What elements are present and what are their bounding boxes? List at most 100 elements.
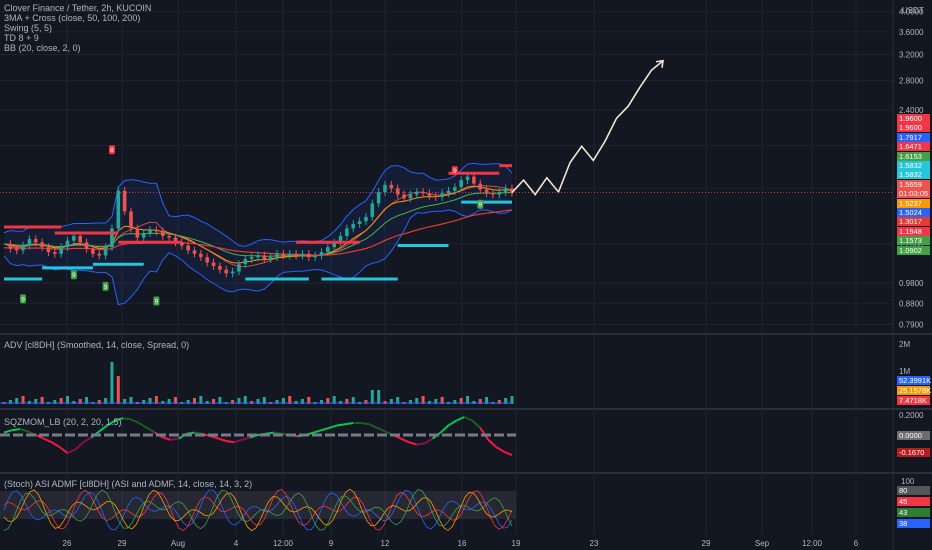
td-marker-label: 9 [72, 272, 76, 279]
candle-body [160, 231, 165, 237]
adv-bar [123, 399, 127, 404]
candle-body [116, 190, 121, 229]
sqz-line-segment [162, 436, 171, 441]
sqz-line-segment [114, 417, 124, 422]
td-marker [20, 294, 27, 304]
adv-bar [262, 397, 266, 404]
candle-body [351, 224, 356, 229]
sqz-line-segment [456, 416, 465, 422]
candle-body [434, 195, 438, 198]
adv-value-tag: 7.4718K [897, 396, 930, 405]
adv-bar [173, 397, 177, 404]
adv-bar [320, 400, 323, 404]
adv-bar [142, 400, 146, 404]
candle-body [300, 253, 305, 256]
candle-body [103, 247, 108, 256]
td-marker-label: 9 [453, 168, 457, 175]
adv-indicator-label[interactable]: ADV [cl8DH] (Smoothed, 14, close, Spread… [4, 340, 190, 350]
x-tick-label: 12:00 [802, 539, 823, 548]
candle-body [440, 193, 444, 198]
candle-body [154, 229, 159, 232]
indicator-td[interactable]: TD 8 + 9 [4, 33, 39, 43]
td-marker-label: 9 [104, 284, 108, 291]
indicator-bb[interactable]: BB (20, close, 2, 0) [4, 43, 81, 53]
adv-bar [243, 396, 247, 404]
x-tick-label: 6 [854, 539, 859, 548]
candle-body [53, 252, 57, 254]
candle-body [459, 180, 463, 188]
price-tag: 01:03:05 [897, 189, 930, 199]
sqz-line-segment [439, 424, 450, 434]
adv-bar [300, 399, 304, 404]
y-tick-label: 4.0000 [899, 8, 924, 17]
sqz-line-segment [463, 416, 473, 422]
td-marker-label: 9 [21, 296, 25, 303]
candle-body [497, 192, 502, 195]
candle-body [262, 255, 267, 259]
adv-bar [59, 398, 63, 404]
candle-body [294, 253, 298, 256]
adv-bar [110, 362, 114, 404]
adv-bar [116, 376, 120, 404]
candle-body [345, 228, 349, 237]
y-tick-label: 2.8000 [899, 76, 924, 85]
stoch-indicator-label[interactable]: (Stoch) ASI ADMF [cl8DH] (ASI and ADMF, … [4, 479, 253, 489]
sqz-line-segment [416, 442, 425, 446]
sqz-line-segment [471, 419, 481, 429]
td-marker [102, 281, 109, 291]
stoch-value-tag: 45 [897, 497, 930, 506]
adv-bar [40, 397, 44, 404]
currency-label: USDT [902, 6, 924, 15]
candle-body [91, 248, 95, 254]
sqz-line-segment [130, 418, 140, 424]
x-tick-label: 9 [329, 539, 334, 548]
adv-value-tag: 25.1578K [897, 386, 932, 395]
bb-fill [4, 163, 512, 305]
candle-body [364, 216, 368, 222]
candle-body [268, 257, 273, 259]
candle-body [326, 247, 330, 253]
indicator-3ma[interactable]: 3MA + Cross (close, 50, 100, 200) [4, 13, 141, 23]
adv-bar [389, 399, 393, 404]
adv-bar [364, 400, 368, 404]
y-tick-label: 1.6000 [899, 184, 924, 193]
stoch-value-tag: 38 [897, 519, 930, 528]
price-tag: 1.6153 [897, 151, 930, 161]
adv-bar [15, 398, 19, 404]
adv-bar [78, 399, 82, 404]
candle-body [510, 188, 514, 193]
candle-body [383, 184, 387, 193]
adv-value-tag: 52.3991K [897, 376, 932, 385]
sqz-line-segment [218, 437, 227, 442]
y-tick-label: 0.9800 [899, 279, 924, 288]
td-marker [477, 199, 484, 209]
td-marker [153, 296, 160, 306]
x-tick-label: 29 [118, 539, 127, 548]
sqz-y-tick: 0.2000 [899, 411, 924, 420]
candle-body [205, 257, 209, 263]
adv-bar [351, 397, 355, 404]
price-tag: 1.5832 [897, 170, 930, 180]
adv-bar [53, 400, 57, 404]
symbol-title[interactable]: Clover Finance / Tether, 2h, KUCOIN [4, 3, 152, 13]
candle-body [167, 236, 171, 238]
indicator-swing[interactable]: Swing (5, 5) [4, 23, 53, 33]
x-tick-label: 26 [63, 539, 72, 548]
candle-body [72, 236, 76, 241]
price-tag: 1.9600 [897, 123, 930, 133]
candle-body [122, 190, 127, 212]
adv-bar [466, 396, 470, 404]
stoch-value-tag: 80 [897, 486, 930, 495]
candle-body [370, 203, 375, 217]
adv-y-tick: 2M [899, 340, 910, 349]
adv-bar [129, 397, 133, 404]
adv-bar [396, 397, 400, 404]
candle-body [395, 188, 400, 195]
sqzmom-indicator-label[interactable]: SQZMOM_LB (20, 2, 20, 1.5) [4, 417, 122, 427]
chart-legend: Clover Finance / Tether, 2h, KUCOIN 3MA … [4, 3, 151, 53]
candle-body [357, 221, 362, 225]
adv-bar [212, 399, 216, 404]
sqz-line-segment [19, 428, 29, 433]
